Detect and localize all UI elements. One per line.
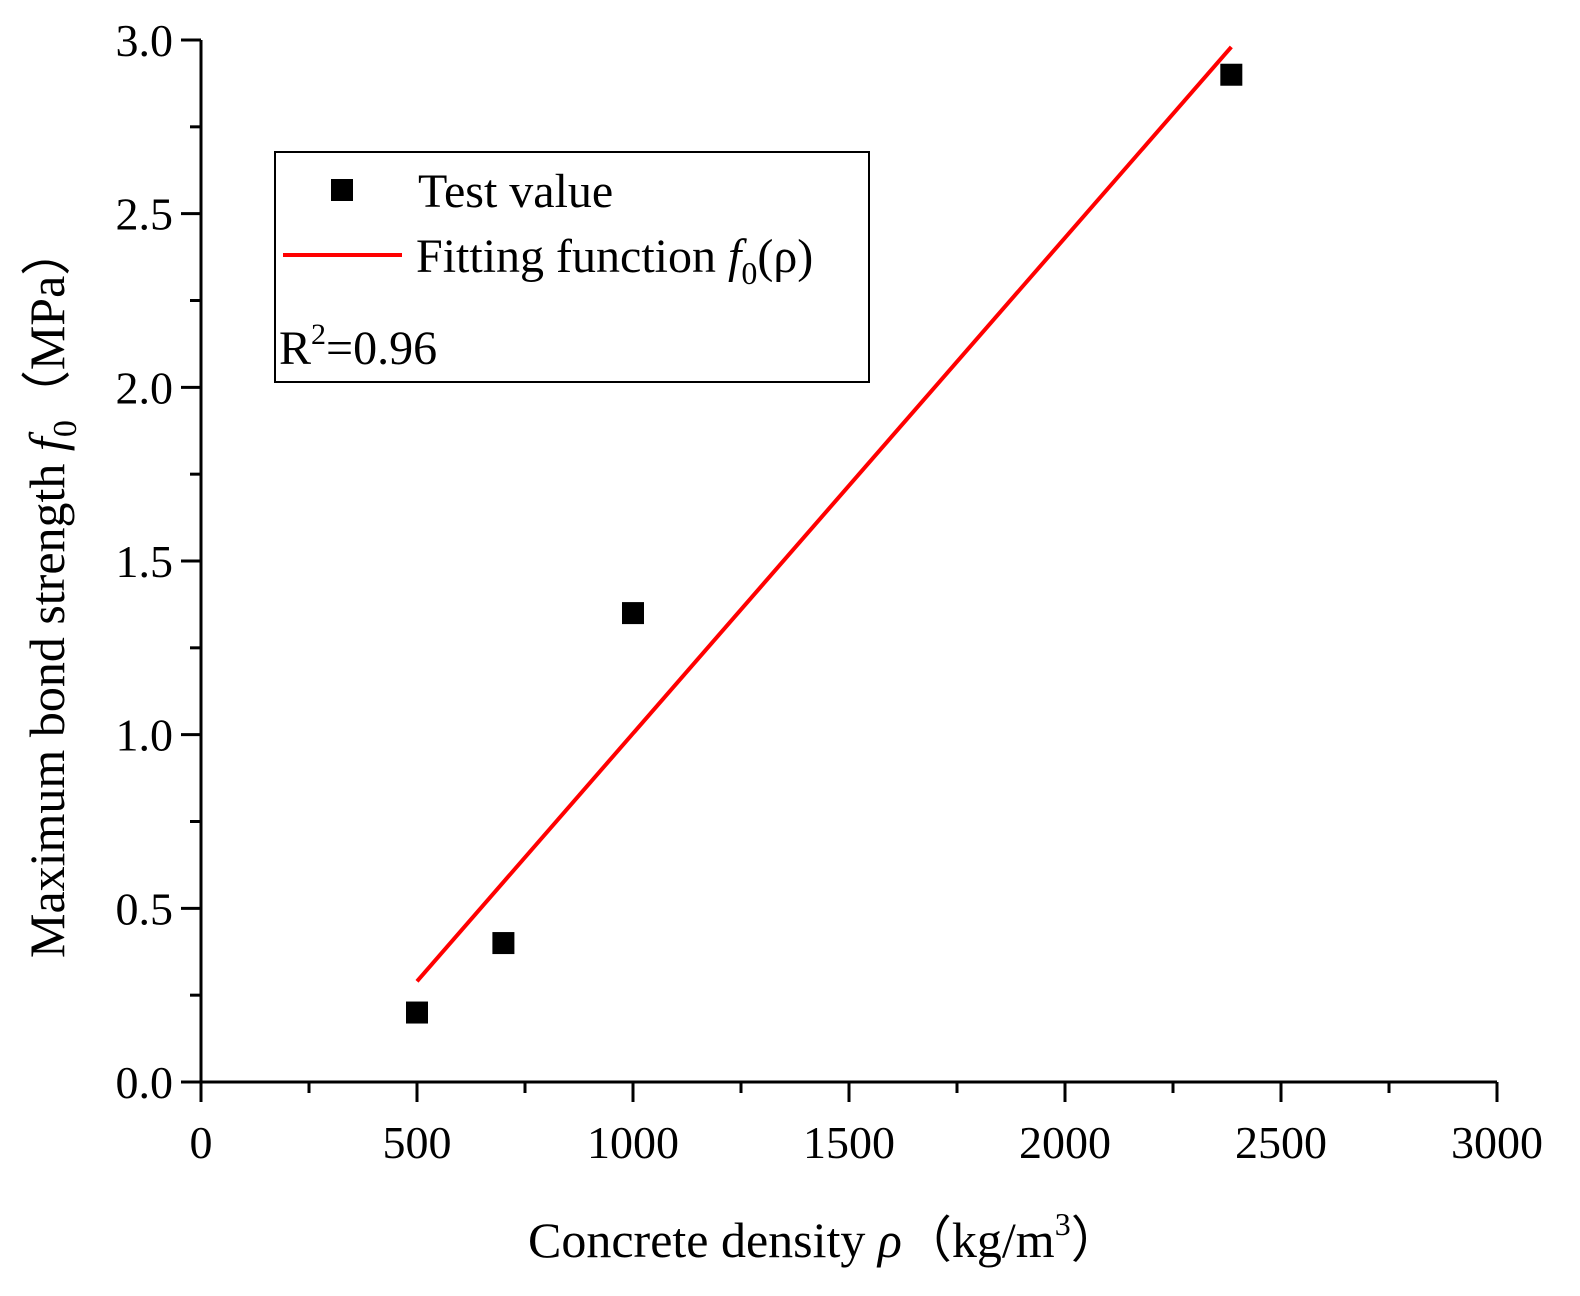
y-axis-title: Maximum bond strength f0（MPa） <box>19 226 84 958</box>
data-point <box>406 1001 428 1024</box>
series-layer <box>406 45 1243 1024</box>
legend-label-test-value: Test value <box>418 165 613 218</box>
data-point <box>492 932 515 955</box>
x-axis-title: Concrete density ρ（kg/m3） <box>528 1206 1121 1268</box>
y-title-unit: MPa <box>19 276 75 370</box>
x-title-paren-close: ） <box>1071 1212 1121 1268</box>
r-squared-value: =0.96 <box>326 322 437 375</box>
y-tick-label: 2.5 <box>116 189 174 240</box>
y-title-sub: 0 <box>47 420 84 437</box>
x-title-unit: kg/m <box>952 1212 1055 1268</box>
x-title-prefix: Concrete density <box>528 1212 878 1268</box>
y-tick-label: 3.0 <box>116 15 174 66</box>
x-tick-label: 500 <box>383 1117 452 1168</box>
x-tick-label: 0 <box>190 1117 213 1168</box>
fit-line <box>415 45 1233 983</box>
data-point <box>1220 63 1243 86</box>
x-tick-label: 2000 <box>1019 1117 1111 1168</box>
x-title-unit-sup: 3 <box>1055 1206 1071 1242</box>
legend-box <box>274 151 870 383</box>
x-title-symbol: ρ <box>876 1212 902 1268</box>
legend-marker-square <box>331 179 353 201</box>
r-squared-prefix: R <box>279 322 311 375</box>
x-tick-label: 1500 <box>803 1117 895 1168</box>
x-tick-label: 2500 <box>1235 1117 1327 1168</box>
legend-fit-prefix: Fitting function <box>416 230 728 283</box>
y-title-paren-close: ） <box>19 226 75 276</box>
y-title-prefix: Maximum bond strength <box>19 451 75 958</box>
y-tick-label: 0.5 <box>116 883 174 934</box>
y-tick-label: 0.0 <box>116 1057 174 1108</box>
x-tick-label: 3000 <box>1451 1117 1543 1168</box>
r-squared-annotation: R2=0.96 <box>279 318 437 375</box>
x-ticks: 0 500 1000 1500 2000 2500 3000 <box>190 1082 1543 1168</box>
legend-fit-sub: 0 <box>741 255 757 291</box>
legend: Test value Fitting function f0(ρ) R2=0.9… <box>274 151 870 383</box>
y-tick-label: 1.5 <box>116 536 174 587</box>
y-tick-label: 2.0 <box>116 362 174 413</box>
r-squared-sup: 2 <box>311 318 326 351</box>
x-tick-label: 1000 <box>587 1117 679 1168</box>
x-title-paren-open: （ <box>902 1212 952 1268</box>
y-title-paren-open: （ <box>19 370 75 420</box>
legend-fit-arg: (ρ) <box>757 230 813 283</box>
data-point <box>622 602 644 625</box>
y-ticks: 0.0 0.5 1.0 1.5 2.0 2.5 3.0 <box>116 15 201 1108</box>
y-tick-label: 1.0 <box>116 710 174 761</box>
